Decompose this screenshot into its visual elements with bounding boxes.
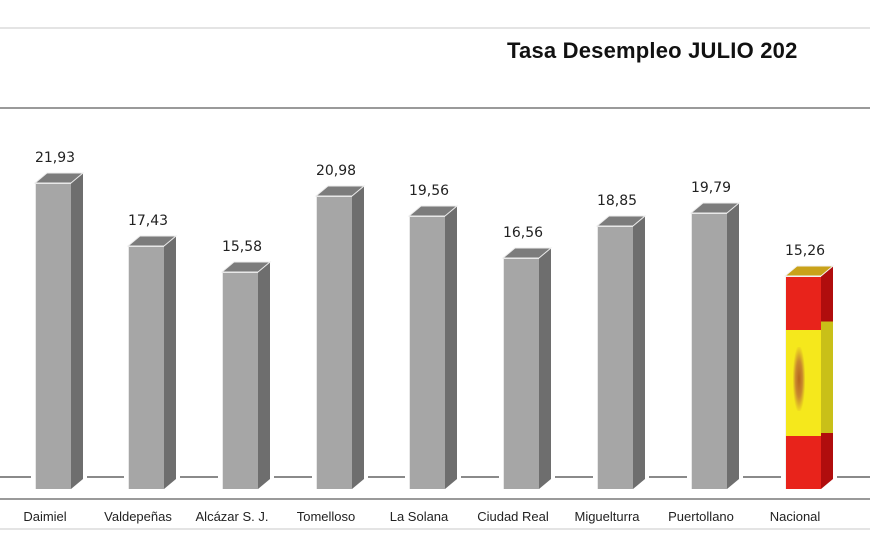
bar-front-face	[409, 216, 445, 489]
x-axis-tick-label: Nacional	[769, 509, 821, 524]
x-axis-tick-label: Puertollano	[668, 509, 734, 524]
x-axis-tick-label: Miguelturra	[574, 509, 640, 524]
bar-front-face	[691, 213, 727, 489]
data-label: 18,85	[596, 193, 638, 209]
data-label: 21,93	[34, 150, 76, 166]
x-axis-tick-label: Valdepeñas	[104, 509, 172, 524]
bar-front-face	[597, 226, 633, 489]
data-label: 19,56	[408, 183, 450, 199]
data-label: 15,26	[784, 243, 826, 259]
data-label: 15,58	[221, 239, 263, 255]
x-axis-tick-label: Tomelloso	[296, 509, 356, 524]
bar-front-face	[222, 272, 258, 489]
title-divider-line	[0, 107, 870, 109]
axis-divider-line	[0, 498, 870, 500]
bar-front-face	[35, 183, 71, 489]
x-axis-tick-label: Alcázar S. J.	[195, 509, 269, 524]
data-label: 17,43	[127, 213, 169, 229]
data-label: 16,56	[502, 225, 544, 241]
chart-title: Tasa Desempleo JULIO 202	[507, 38, 798, 63]
data-label: 19,79	[690, 180, 732, 196]
bar-front-face	[316, 196, 352, 489]
x-axis-tick-label: Ciudad Real	[477, 509, 549, 524]
bottom-border-line	[0, 528, 870, 530]
x-axis-tick-label: Daimiel	[23, 509, 67, 524]
bar-front-face	[503, 258, 539, 489]
bar-front-face	[785, 276, 821, 489]
x-axis-tick-label: La Solana	[389, 509, 449, 524]
top-border-line	[0, 27, 870, 29]
data-label: 20,98	[315, 163, 357, 179]
bar-front-face	[128, 246, 164, 489]
coat-of-arms-icon	[793, 347, 805, 411]
